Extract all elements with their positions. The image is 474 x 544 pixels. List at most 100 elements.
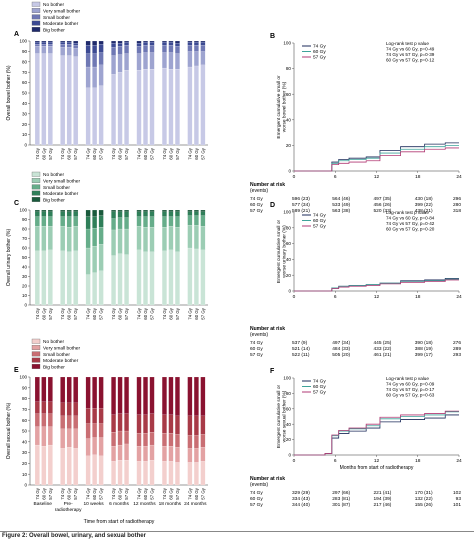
bar-segment-C-13-0 — [143, 251, 148, 306]
bar-segment-C-19-0 — [193, 248, 199, 306]
legend-swatch-C-4 — [31, 197, 41, 202]
at-risk-cell-D-2-3: 461 (21) — [374, 352, 392, 358]
at-risk-group-F-1: 60 Gy — [250, 496, 263, 502]
bar-segment-E-5-2 — [73, 415, 79, 429]
legend-swatch-A-4 — [31, 27, 41, 32]
at-risk-cell-D-2-1: 522 (11) — [292, 352, 310, 358]
legend-swatch-A-2 — [31, 14, 41, 20]
bar-segment-E-8-3 — [98, 408, 104, 424]
bar-segment-A-3-1 — [60, 47, 66, 56]
bar-segment-E-9-0 — [111, 461, 116, 486]
bar-segment-A-5-4 — [73, 40, 79, 44]
bar-segment-A-10-4 — [117, 40, 123, 44]
km-curve-D-1 — [294, 278, 459, 292]
bar-segment-C-5-3 — [73, 211, 79, 217]
dose-label-C-8: 57 Gy — [99, 307, 104, 320]
km-legend-label-D-2: 57 Gy — [313, 224, 326, 230]
bar-segment-E-0-3 — [34, 401, 40, 414]
at-risk-group-B-0: 74 Gy — [250, 196, 263, 202]
bar-segment-A-2-2 — [47, 44, 53, 47]
at-risk-cell-B-1-1: 577 (34) — [292, 202, 310, 208]
bar-segment-E-11-4 — [124, 376, 129, 414]
km-x-tick-label-D-12: 12 — [374, 294, 380, 300]
bar-segment-C-7-3 — [92, 216, 98, 229]
bar-segment-A-19-0 — [193, 65, 199, 146]
bar-segment-A-18-4 — [187, 40, 193, 43]
bar-segment-C-1-0 — [41, 250, 47, 306]
bar-segment-A-14-3 — [149, 41, 155, 46]
km-legend-label-D-1: 60 Gy — [313, 218, 326, 224]
at-risk-cell-B-2-3: 520 (33) — [374, 208, 392, 214]
bar-segment-A-20-4 — [200, 40, 206, 43]
km-test-line-F-0: Log-rank test p value — [386, 376, 429, 381]
bar-segment-C-1-3 — [41, 211, 47, 217]
bar-segment-C-3-3 — [60, 211, 66, 217]
bar-segment-E-8-1 — [98, 437, 104, 456]
bar-segment-E-1-4 — [41, 376, 47, 402]
bar-segment-C-0-3 — [34, 211, 40, 217]
km-y-tick-label-F-80: 80 — [286, 391, 292, 396]
bar-segment-C-5-1 — [73, 226, 79, 251]
bar-segment-E-9-2 — [111, 432, 116, 447]
legend-label-E-0: No bother — [43, 339, 64, 345]
bar-segment-A-19-4 — [193, 40, 199, 43]
legend-swatch-E-3 — [31, 357, 41, 363]
at-risk-cell-D-1-1: 521 (14) — [292, 346, 310, 352]
bar-segment-A-11-0 — [124, 70, 129, 146]
bar-segment-C-18-4 — [187, 209, 193, 212]
at-risk-group-D-0: 74 Gy — [250, 340, 263, 346]
y-tick-label-C-50: 50 — [22, 255, 28, 260]
bar-segment-A-10-2 — [117, 46, 123, 55]
bar-segment-E-3-4 — [60, 376, 66, 403]
at-risk-cell-B-2-4: 438 (21) — [415, 208, 433, 214]
bar-segment-A-3-4 — [60, 40, 66, 43]
bar-segment-E-13-0 — [143, 461, 148, 486]
dose-label-A-17: 57 Gy — [175, 147, 180, 160]
bar-segment-A-9-1 — [111, 55, 116, 75]
bar-segment-E-12-2 — [136, 433, 142, 447]
at-risk-cell-F-2-2: 301 (87) — [332, 502, 350, 508]
km-test-line-D-0: Log-rank test p value — [386, 210, 429, 215]
bar-segment-E-20-1 — [200, 447, 206, 462]
bar-segment-A-8-2 — [98, 52, 104, 65]
bar-segment-A-12-2 — [136, 46, 142, 54]
bar-segment-E-9-4 — [111, 376, 116, 415]
bar-segment-A-19-2 — [193, 45, 199, 52]
km-y-axis-label-F-0: Emergent cumulative small or — [276, 385, 282, 449]
dose-label-A-10: 60 Gy — [118, 147, 123, 160]
at-risk-cell-F-2-4: 155 (26) — [415, 502, 433, 508]
dose-label-C-6: 74 Gy — [86, 307, 91, 320]
bar-segment-C-18-1 — [187, 225, 193, 249]
dose-label-E-20: 57 Gy — [200, 487, 205, 500]
km-test-line-D-1: 74 Gy vs 60 Gy, p=0·84 — [386, 216, 435, 221]
y-tick-label-A-70: 70 — [22, 70, 28, 75]
km-y-tick-label-D-80: 80 — [286, 225, 292, 230]
bar-segment-E-5-4 — [73, 376, 79, 403]
bar-segment-E-6-4 — [85, 376, 91, 409]
km-y-tick-label-D-0: 0 — [288, 289, 291, 294]
legend-swatch-C-2 — [31, 184, 41, 190]
legend-label-C-3: Moderate bother — [43, 191, 79, 197]
km-x-tick-label-D-6: 6 — [334, 294, 337, 300]
at-risk-cell-B-1-3: 456 (26) — [374, 202, 392, 208]
bar-segment-C-13-4 — [143, 209, 148, 212]
y-tick-label-C-80: 80 — [22, 227, 28, 232]
bar-segment-C-13-3 — [143, 211, 148, 217]
dose-label-C-4: 60 Gy — [67, 307, 72, 320]
bar-segment-E-0-2 — [34, 413, 40, 427]
y-axis-label-A: Overall bowel bother (%) — [6, 65, 12, 120]
km-x-tick-label-D-0: 0 — [293, 294, 296, 300]
at-risk-cell-B-0-3: 497 (35) — [374, 196, 392, 202]
bar-segment-A-6-0 — [85, 87, 91, 146]
bar-segment-C-10-0 — [117, 253, 123, 306]
timepoint-label-6-0: 24 months — [184, 501, 207, 507]
panel-letter-B: B — [270, 33, 275, 40]
dose-label-E-10: 60 Gy — [118, 487, 123, 500]
bar-segment-C-20-0 — [200, 249, 206, 306]
km-y-tick-label-B-80: 80 — [286, 66, 292, 71]
at-risk-cell-B-2-1: 589 (21) — [292, 208, 310, 214]
bar-segment-C-7-4 — [92, 209, 98, 217]
bar-segment-A-3-0 — [60, 55, 66, 146]
bar-segment-E-5-0 — [73, 448, 79, 486]
